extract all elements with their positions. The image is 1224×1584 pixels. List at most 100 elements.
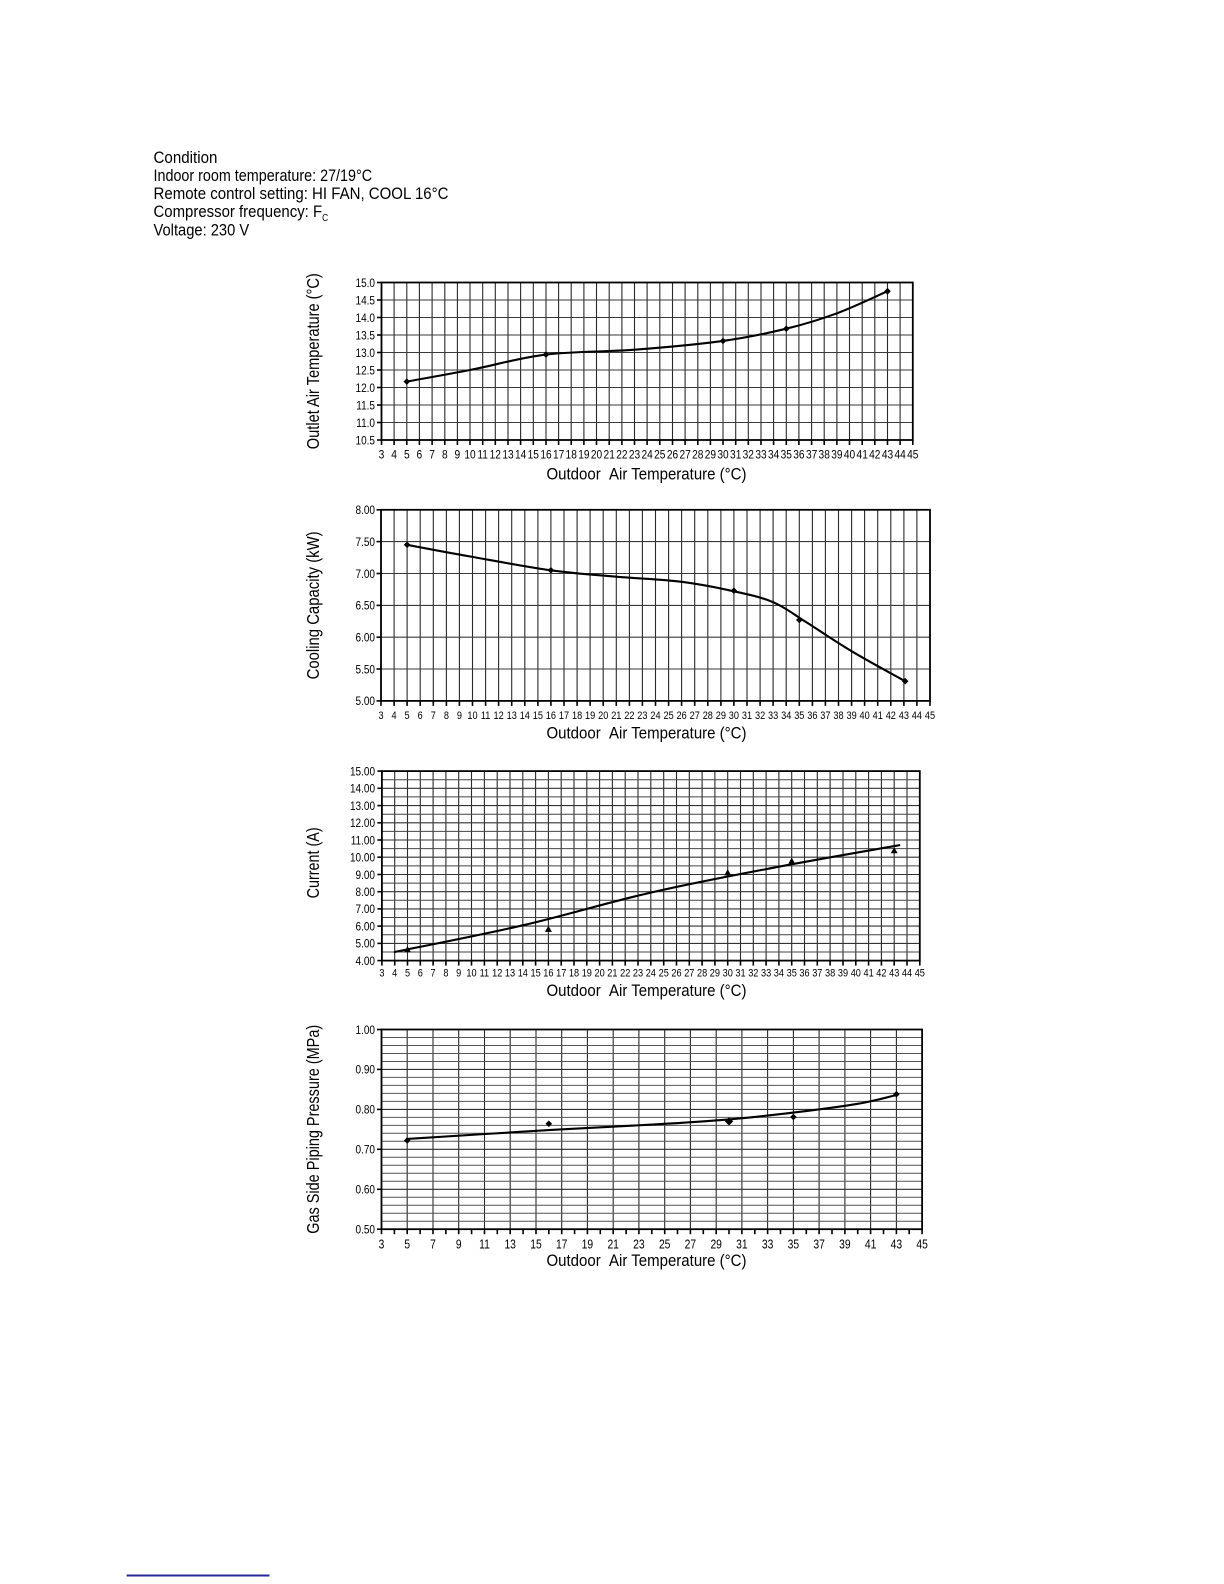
- svg-text:41: 41: [864, 968, 874, 980]
- svg-text:10: 10: [467, 710, 477, 722]
- svg-text:Cooling Capacity (kW): Cooling Capacity (kW): [303, 531, 323, 679]
- svg-text:33: 33: [761, 968, 771, 980]
- svg-text:13.00: 13.00: [350, 799, 375, 813]
- svg-text:39: 39: [847, 710, 857, 722]
- svg-text:7.50: 7.50: [356, 535, 376, 549]
- svg-text:35: 35: [788, 1237, 800, 1251]
- svg-text:33: 33: [768, 710, 778, 722]
- svg-text:12.00: 12.00: [350, 816, 375, 830]
- svg-text:22: 22: [620, 968, 630, 980]
- svg-text:33: 33: [755, 447, 766, 461]
- svg-text:34: 34: [768, 447, 779, 461]
- svg-text:7: 7: [431, 710, 436, 722]
- svg-text:13: 13: [507, 710, 517, 722]
- svg-text:16: 16: [546, 710, 556, 722]
- svg-text:Outlet Air Temperature (°C): Outlet Air Temperature (°C): [303, 273, 323, 449]
- svg-text:40: 40: [851, 968, 861, 980]
- svg-text:28: 28: [697, 968, 707, 980]
- svg-text:11.00: 11.00: [351, 833, 375, 847]
- svg-text:9: 9: [455, 447, 461, 461]
- svg-text:20: 20: [591, 447, 602, 461]
- svg-text:15: 15: [533, 710, 543, 722]
- svg-text:36: 36: [793, 447, 804, 461]
- svg-text:11.5: 11.5: [356, 398, 375, 412]
- svg-text:19: 19: [582, 968, 592, 980]
- svg-text:31: 31: [735, 968, 745, 980]
- svg-text:45: 45: [907, 447, 918, 461]
- svg-text:25: 25: [664, 710, 674, 722]
- svg-text:3: 3: [379, 968, 384, 980]
- svg-text:12: 12: [494, 710, 504, 722]
- svg-text:40: 40: [844, 447, 855, 461]
- svg-text:11: 11: [481, 710, 491, 722]
- svg-text:25: 25: [659, 1237, 671, 1251]
- svg-text:0.60: 0.60: [356, 1183, 376, 1197]
- svg-text:44: 44: [894, 447, 905, 461]
- svg-text:32: 32: [743, 447, 754, 461]
- svg-text:8: 8: [443, 968, 448, 980]
- svg-text:11.0: 11.0: [356, 416, 375, 430]
- svg-text:45: 45: [925, 710, 935, 722]
- svg-text:9: 9: [456, 968, 461, 980]
- svg-text:41: 41: [857, 447, 868, 461]
- svg-text:8.00: 8.00: [356, 503, 376, 517]
- svg-text:38: 38: [825, 968, 835, 980]
- svg-text:26: 26: [667, 447, 678, 461]
- svg-text:15: 15: [528, 447, 539, 461]
- svg-text:20: 20: [595, 968, 605, 980]
- svg-text:42: 42: [886, 710, 896, 722]
- svg-text:26: 26: [671, 968, 681, 980]
- svg-text:10.5: 10.5: [356, 433, 376, 447]
- svg-text:7: 7: [430, 1237, 436, 1251]
- svg-text:12: 12: [490, 447, 501, 461]
- svg-text:15.0: 15.0: [356, 276, 376, 290]
- svg-text:17: 17: [556, 968, 566, 980]
- svg-text:15.00: 15.00: [350, 764, 375, 778]
- svg-text:37: 37: [806, 447, 817, 461]
- svg-text:5.00: 5.00: [356, 694, 376, 708]
- svg-text:11: 11: [477, 447, 488, 461]
- svg-text:30: 30: [723, 968, 733, 980]
- svg-text:6: 6: [417, 447, 423, 461]
- svg-text:31: 31: [742, 710, 752, 722]
- svg-text:10: 10: [466, 968, 476, 980]
- svg-text:15: 15: [531, 968, 541, 980]
- svg-text:23: 23: [637, 710, 647, 722]
- svg-text:10.00: 10.00: [350, 851, 375, 865]
- svg-text:45: 45: [915, 968, 925, 980]
- svg-text:14.00: 14.00: [350, 782, 375, 796]
- svg-text:23: 23: [633, 1237, 645, 1251]
- svg-text:1.00: 1.00: [356, 1023, 376, 1037]
- svg-text:7.00: 7.00: [356, 567, 376, 581]
- svg-text:14.5: 14.5: [356, 293, 376, 307]
- svg-text:29: 29: [710, 1237, 722, 1251]
- svg-text:29: 29: [705, 447, 716, 461]
- svg-text:45: 45: [916, 1237, 928, 1251]
- svg-text:Indoor room temperature: 27/19: Indoor room temperature: 27/19°C: [154, 166, 373, 185]
- svg-text:41: 41: [873, 710, 883, 722]
- svg-text:21: 21: [611, 710, 621, 722]
- svg-text:43: 43: [891, 1237, 903, 1251]
- svg-text:35: 35: [794, 710, 804, 722]
- svg-text:31: 31: [736, 1237, 748, 1251]
- svg-text:25: 25: [654, 447, 665, 461]
- svg-text:Condition: Condition: [154, 148, 218, 167]
- svg-text:35: 35: [787, 968, 797, 980]
- svg-text:36: 36: [799, 968, 809, 980]
- svg-text:5: 5: [405, 968, 410, 980]
- svg-text:4: 4: [391, 447, 397, 461]
- svg-text:38: 38: [819, 447, 830, 461]
- svg-text:Voltage: 230 V: Voltage: 230 V: [154, 220, 250, 239]
- svg-text:17: 17: [553, 447, 564, 461]
- svg-text:0.70: 0.70: [356, 1143, 376, 1157]
- svg-text:12.5: 12.5: [356, 363, 376, 377]
- svg-text:32: 32: [755, 710, 765, 722]
- svg-text:5.00: 5.00: [356, 937, 376, 951]
- svg-text:3: 3: [379, 447, 385, 461]
- svg-text:12.0: 12.0: [356, 381, 376, 395]
- svg-text:0.50: 0.50: [356, 1223, 376, 1237]
- svg-text:11: 11: [480, 968, 490, 980]
- svg-text:27: 27: [679, 447, 690, 461]
- svg-text:18: 18: [566, 447, 577, 461]
- svg-text:44: 44: [902, 968, 912, 980]
